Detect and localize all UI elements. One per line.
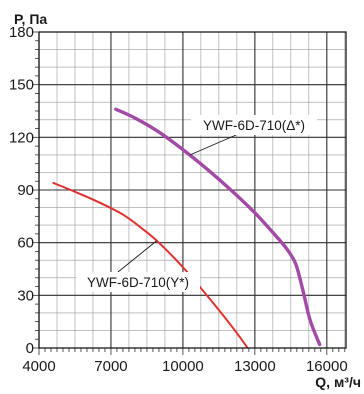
series-annotations: YWF-6D-710(Δ*) YWF-6D-710(Y*)	[76, 115, 317, 292]
x-tick-label: 10000	[162, 358, 204, 375]
plot-frame	[32, 31, 347, 355]
series-line-delta	[114, 107, 322, 347]
y-tick-label: 0	[26, 340, 34, 357]
y-tick-label: 60	[17, 235, 34, 252]
series-annotation-label: YWF-6D-710(Δ*)	[203, 118, 305, 133]
y-tick-label: 180	[9, 24, 34, 41]
x-tick-label: 13000	[234, 358, 276, 375]
y-tick-label: 120	[9, 129, 34, 146]
x-tick-label: 7000	[94, 358, 127, 375]
series-line-y	[52, 181, 249, 348]
annotation-leader	[117, 240, 157, 273]
annotation-leader	[189, 134, 237, 156]
y-axis-label: P, Па	[14, 11, 47, 27]
major-grid	[38, 31, 346, 349]
annotation-box	[191, 115, 317, 135]
x-axis-label: Q, м³/ч	[315, 374, 361, 390]
plot-border	[38, 31, 347, 349]
x-tick-label: 4000	[22, 358, 55, 375]
y-tick-label: 30	[17, 287, 34, 304]
series-annotation-label: YWF-6D-710(Y*)	[87, 275, 189, 290]
y-tick-label: 150	[9, 77, 34, 94]
x-tick-label: 16000	[306, 358, 348, 375]
annotation-box	[76, 272, 200, 292]
y-tick-label: 90	[17, 182, 34, 199]
tick-labels: 4000 7000 10000 13000 16000 0 30 60 90 120 150 180	[9, 24, 348, 375]
series-layer	[52, 107, 322, 348]
